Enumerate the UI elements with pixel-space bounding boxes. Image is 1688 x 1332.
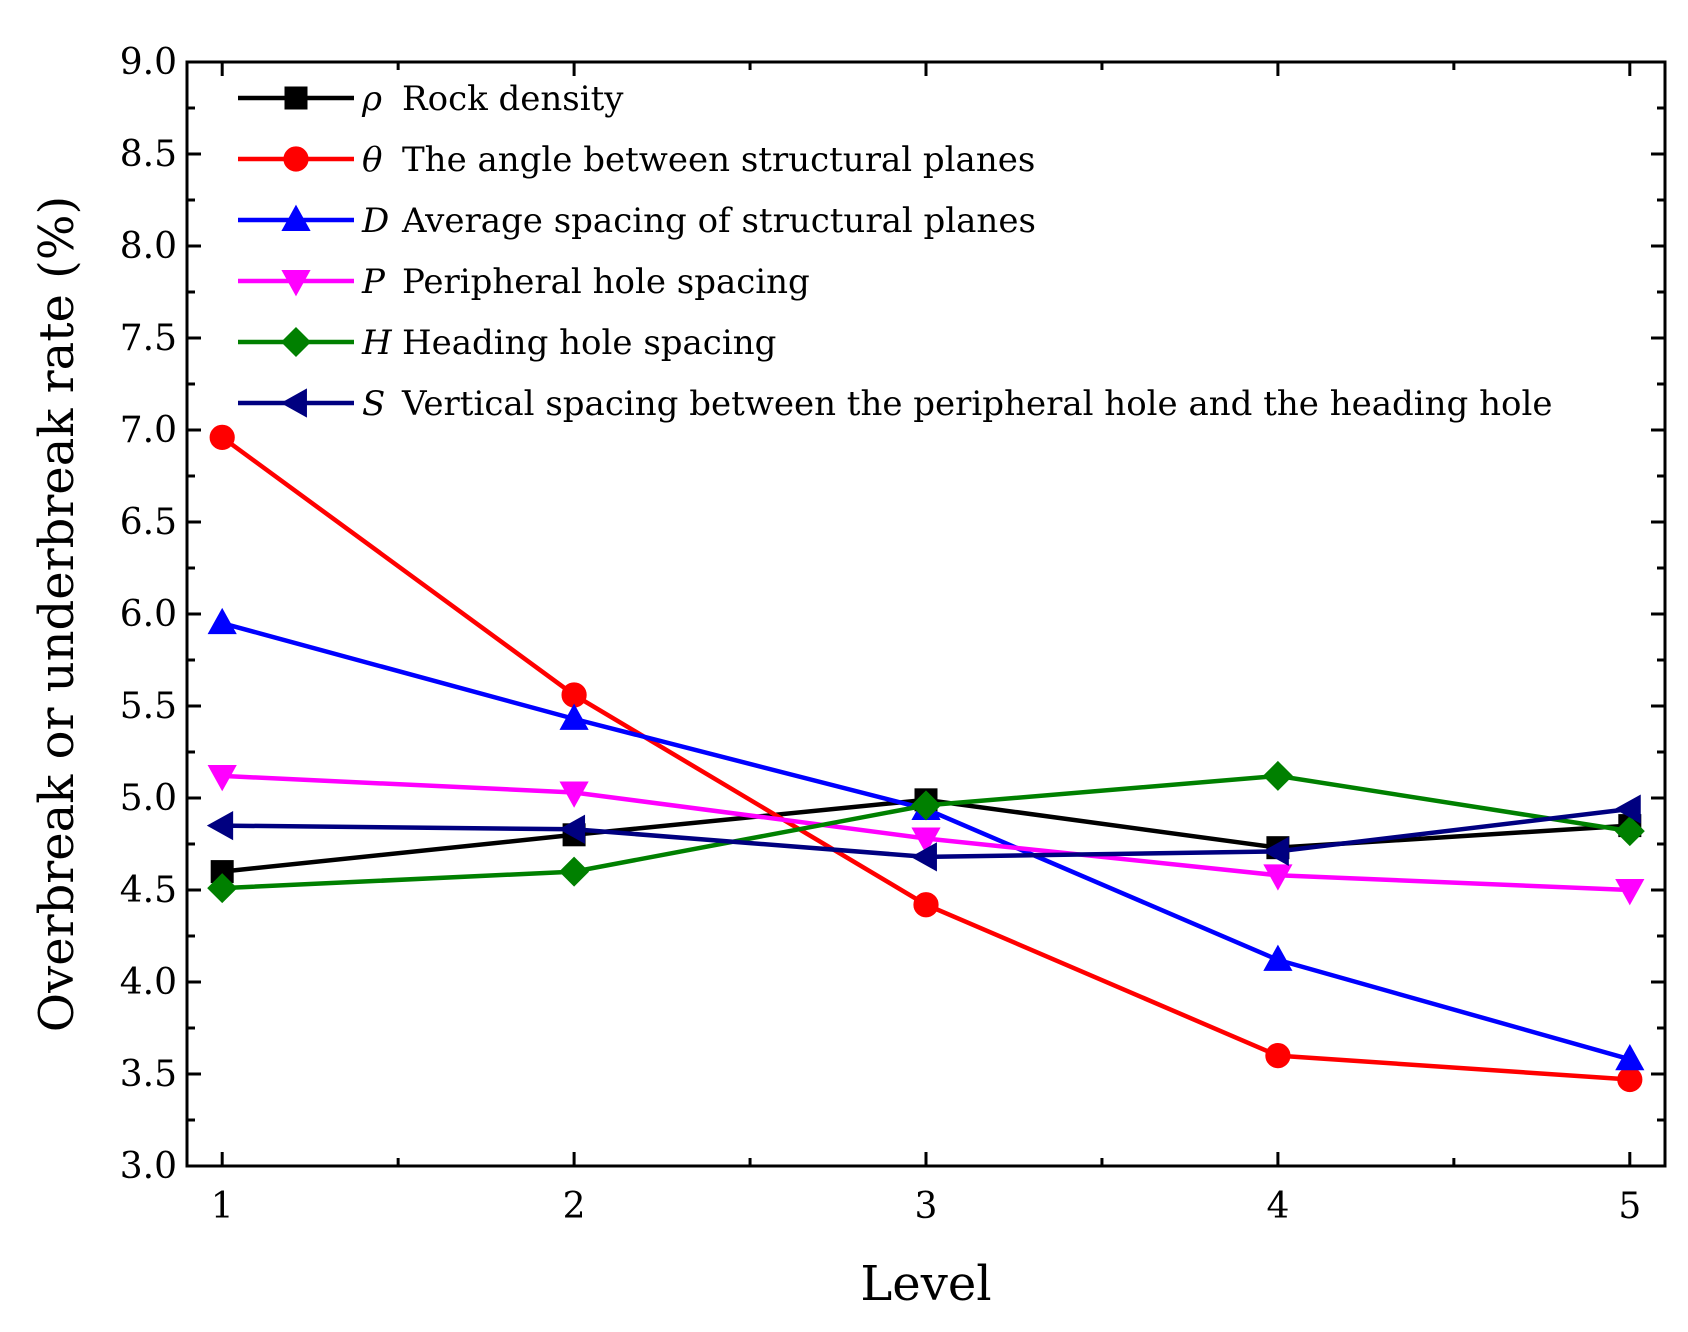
- data-point: [206, 811, 234, 841]
- legend-label: Average spacing of structural planes: [401, 201, 1036, 241]
- legend-label: Peripheral hole spacing: [402, 262, 810, 302]
- y-tick-label: 5.5: [120, 686, 177, 727]
- data-point: [1262, 760, 1293, 791]
- y-tick-label: 7.0: [120, 410, 177, 451]
- y-axis-title: Overbreak or underbreak rate (%): [29, 196, 85, 1032]
- data-point: [207, 607, 237, 635]
- data-point: [1263, 864, 1293, 891]
- data-point: [1615, 879, 1645, 906]
- series-θ: [209, 424, 1643, 1093]
- x-tick-label: 5: [1618, 1186, 1641, 1227]
- series-H: [207, 760, 1645, 904]
- legend-swatch-marker: [281, 270, 311, 297]
- y-tick-label: 3.5: [120, 1054, 177, 1095]
- data-point: [1617, 1066, 1643, 1093]
- x-tick-label: 1: [211, 1186, 234, 1227]
- data-point: [561, 682, 587, 708]
- data-point: [207, 764, 237, 792]
- legend-label: Vertical spacing between the peripheral …: [401, 384, 1552, 424]
- y-tick-label: 8.5: [120, 134, 177, 175]
- y-tick-label: 4.0: [120, 962, 177, 1003]
- data-point: [209, 424, 235, 450]
- legend-symbol: D: [361, 201, 389, 241]
- data-point: [910, 842, 937, 872]
- legend-item: θ The angle between structural planes: [238, 140, 1035, 180]
- data-point: [913, 892, 939, 918]
- data-point: [1263, 944, 1293, 971]
- legend-item: ρ Rock density: [238, 79, 624, 119]
- series-line: [220, 435, 1630, 1082]
- y-tick-label: 3.0: [120, 1146, 177, 1187]
- data-point: [1262, 836, 1289, 866]
- x-tick-label: 4: [1266, 1186, 1289, 1227]
- data-point: [911, 827, 941, 854]
- legend-item: D Average spacing of structural planes: [238, 201, 1036, 241]
- legend-label: The angle between structural planes: [402, 140, 1035, 180]
- data-point: [559, 856, 590, 887]
- legend-swatch-marker: [283, 146, 309, 172]
- series-S: [206, 794, 1641, 872]
- data-point: [207, 873, 238, 904]
- legend-swatch-marker: [284, 86, 308, 110]
- data-point: [1614, 794, 1641, 824]
- series-P: [207, 764, 1645, 906]
- legend-symbol: H: [361, 323, 393, 363]
- legend-symbol: P: [361, 262, 386, 302]
- x-tick-label: 2: [563, 1186, 586, 1227]
- legend-swatch-marker: [280, 326, 312, 358]
- legend-label: Rock density: [402, 79, 624, 119]
- legend-item: H Heading hole spacing: [238, 323, 776, 363]
- legend-item: S Vertical spacing between the peripheral…: [238, 384, 1552, 424]
- y-tick-label: 8.0: [120, 226, 177, 267]
- y-tick-label: 5.0: [120, 778, 177, 819]
- legend-symbol: θ: [362, 140, 382, 180]
- axis-ticks: 3.0 3.5 4.0 4.5 5.0 5.5 6.0 6.5 7.0 7.5 8.0 8.5 9.0 1…: [120, 42, 1665, 1227]
- legend-symbol: S: [362, 384, 385, 424]
- legend-item: P Peripheral hole spacing: [238, 262, 810, 302]
- legend-label: Heading hole spacing: [402, 323, 776, 363]
- data-point: [558, 814, 586, 844]
- legend-swatch-marker: [280, 388, 307, 418]
- data-point: [1615, 1043, 1645, 1071]
- plot-area: [206, 424, 1645, 1093]
- data-point: [1614, 816, 1645, 847]
- legend-swatch-marker: [281, 204, 311, 231]
- y-tick-label: 7.5: [120, 318, 177, 359]
- data-point: [1265, 1043, 1291, 1069]
- y-tick-label: 9.0: [120, 42, 177, 83]
- data-point: [910, 790, 942, 821]
- data-point: [559, 703, 589, 730]
- data-point: [559, 781, 589, 808]
- y-tick-label: 6.5: [120, 502, 177, 543]
- x-axis-title: Level: [860, 1256, 991, 1312]
- x-tick-label: 3: [915, 1186, 938, 1227]
- legend: ρ Rock density θ The angle between structur…: [238, 79, 1552, 424]
- legend-symbol: ρ: [361, 79, 382, 119]
- y-tick-label: 4.5: [120, 870, 177, 911]
- y-tick-label: 6.0: [120, 594, 177, 635]
